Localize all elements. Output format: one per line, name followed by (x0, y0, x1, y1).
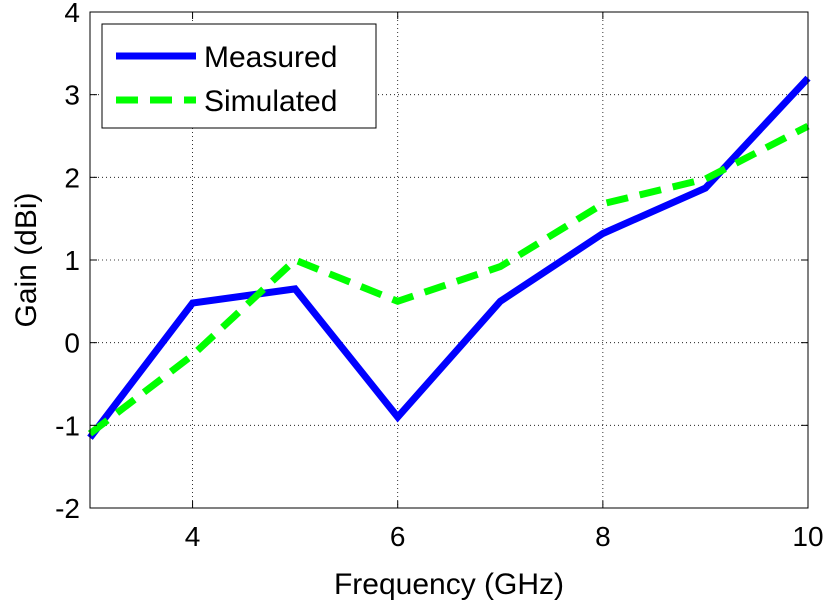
y-tick-label: 1 (64, 245, 80, 276)
y-tick-label: 3 (64, 80, 80, 111)
y-axis-label: Gain (dBi) (10, 192, 43, 327)
x-tick-label: 4 (185, 521, 201, 552)
y-tick-label: 2 (64, 162, 80, 193)
x-tick-label: 6 (390, 521, 406, 552)
x-tick-label: 10 (792, 521, 823, 552)
series-line-simulated (87, 122, 810, 437)
legend-label-measured: Measured (204, 41, 337, 74)
y-tick-label: 0 (64, 328, 80, 359)
series-lines (87, 75, 811, 440)
legend-label-simulated: Simulated (204, 85, 337, 118)
x-tick-label: 8 (595, 521, 611, 552)
x-axis-label: Frequency (GHz) (334, 568, 564, 601)
axis-ticks: 4 6 8 10 -2 -1 0 1 2 3 4 (55, 0, 823, 552)
series-line-measured (87, 75, 811, 440)
legend: Measured Simulated (101, 23, 377, 129)
y-tick-label: -1 (55, 410, 80, 441)
grid (90, 12, 808, 508)
y-tick-label: -2 (55, 493, 80, 524)
legend-box (101, 23, 377, 129)
y-tick-label: 4 (64, 0, 80, 28)
